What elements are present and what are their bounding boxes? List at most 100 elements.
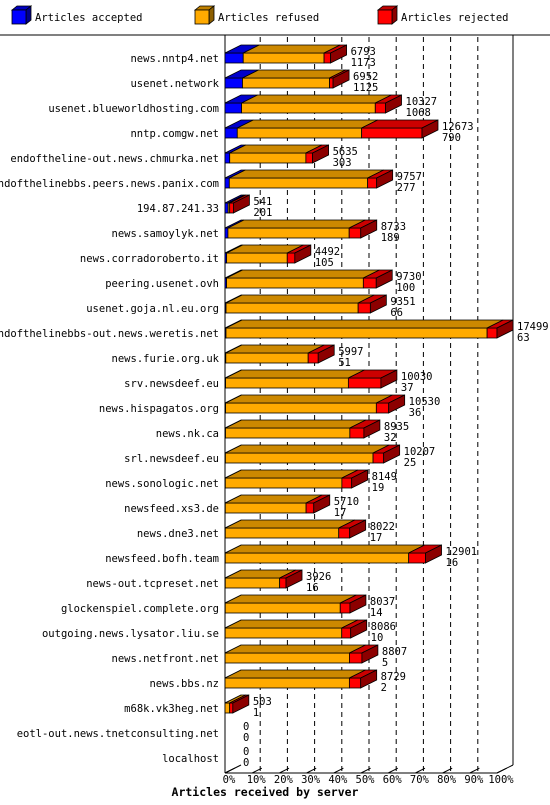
category-label: news.sonologic.net [105,478,219,490]
total-label: 10030 [401,371,433,383]
accepted-label: 66 [390,307,403,319]
legend-label: Articles accepted [35,12,142,24]
x-tick [360,767,371,774]
total-label: 8149 [372,471,397,483]
bar-segment-articles-accepted [224,202,229,214]
bar-side [330,44,347,64]
total-label: 6793 [351,46,376,58]
accepted-label: 303 [333,157,352,169]
bar-segment-articles-refused [224,477,343,489]
accepted-label: 5 [382,657,388,669]
category-label: news.nk.ca [156,428,219,440]
bar-segment-articles-refused [225,302,359,314]
accepted-label: 201 [253,207,272,219]
accepted-label: 25 [404,457,417,469]
bar-segment-articles-refused [242,52,325,64]
total-label: 17499 [517,321,549,333]
accepted-label: 37 [401,382,414,394]
x-tick-label: 30% [301,774,321,786]
accepted-label: 1068 [406,107,431,119]
x-tick-label: 50% [356,774,376,786]
category-label: srl.newsdeef.eu [124,453,219,465]
legend-swatch [194,9,210,25]
total-label: 10530 [409,396,441,408]
x-tick-label: 100% [488,774,514,786]
category-label: peering.usenet.ovh [105,278,219,290]
bar-side [349,519,367,539]
x-tick [496,767,507,774]
total-label: 8729 [381,671,406,683]
category-label: news-out.tcpreset.net [86,578,219,590]
x-tick [306,767,317,774]
category-label: newsfeed.bofh.team [105,553,219,565]
category-label: nntp.comgw.net [130,128,219,140]
accepted-label: 14 [370,607,383,619]
bar-side [351,469,369,489]
category-label: srv.newsdeef.eu [124,378,219,390]
bar-segment-articles-rejected [323,52,331,64]
bar-segment-articles-refused [226,252,288,264]
bar-segment-top [224,669,366,679]
bar-segment-top [242,69,346,79]
bar-segment-articles-accepted [224,77,243,89]
bar-segment-articles-rejected [307,352,319,364]
category-label: news.furie.org.uk [112,353,220,365]
bar-side [421,119,439,139]
category-label: eotl-out.news.tnetconsulting.net [17,728,219,740]
bar-segment-articles-rejected [286,252,296,264]
bar-segment-articles-rejected [347,377,382,389]
bar-segment-articles-refused [224,677,350,689]
x-tick-label: 70% [410,774,430,786]
bar-segment-articles-rejected [341,477,353,489]
bar-side [369,294,387,314]
accepted-label: 16 [306,582,319,594]
bar-segment-articles-refused [225,427,351,439]
category-label: 194.87.241.33 [137,203,219,215]
total-label: 541 [253,196,272,208]
total-label: 9757 [397,171,422,183]
accepted-label: 17 [370,532,383,544]
category-label: usenet.blueworldhosting.com [48,103,219,115]
bar-side [363,419,381,439]
bar-segment-articles-rejected [305,502,315,514]
bar-side [496,319,514,339]
bar-segment-articles-refused [225,327,488,339]
bar-segment-articles-accepted [224,102,243,114]
accepted-label: 51 [338,357,351,369]
total-label: 8086 [371,621,396,633]
bar-segment-articles-rejected [374,102,386,114]
category-label: news.hispagatos.org [99,403,219,415]
bar-segment-top [225,494,323,504]
bar-segment-top [225,394,393,404]
bar-segment-top [224,644,366,654]
bar-segment-articles-rejected [348,227,362,239]
bar-segment-top [225,419,367,429]
category-label: usenet.goja.nl.eu.org [86,303,219,315]
bar-segment-articles-accepted [224,152,231,164]
bar-segment-articles-rejected [357,302,371,314]
bar-segment-articles-rejected [229,702,234,714]
bar-side [313,494,331,514]
bar-segment-articles-rejected [349,427,365,439]
category-label: localhost [162,753,219,765]
total-label: 9730 [396,271,421,283]
total-label: 3926 [306,571,331,583]
total-label: 0 [243,721,249,733]
bar-side [285,569,303,589]
total-label: 10327 [406,96,438,108]
bar-segment-articles-rejected [372,452,385,464]
x-tick [224,767,235,774]
bar-segment-articles-refused [224,527,340,539]
legend-swatch [377,9,393,25]
bar-segment-top [225,469,359,479]
bar-segment-articles-accepted [224,177,230,189]
category-label: glockenspiel.complete.org [61,603,219,615]
x-tick [469,767,480,774]
total-label: 8037 [370,596,395,608]
bar-side [385,94,402,114]
accepted-label: 10 [371,632,384,644]
bar-segment-articles-refused [225,402,377,414]
bar-side [376,169,394,189]
bar-segment-articles-refused [224,702,231,714]
x-tick-label: 20% [274,774,294,786]
